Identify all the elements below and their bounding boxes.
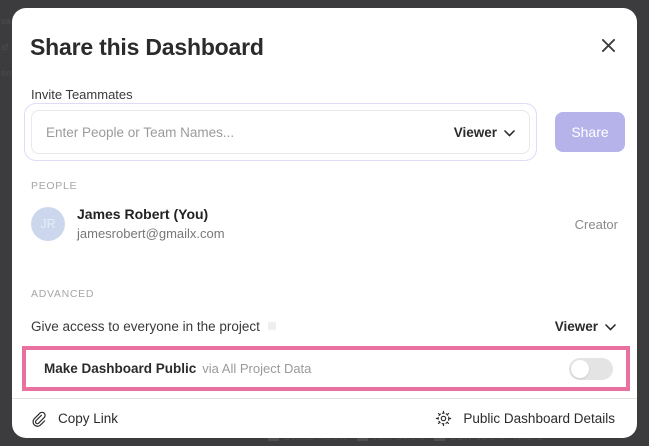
make-dashboard-public-toggle[interactable] <box>569 357 613 380</box>
invite-row: Viewer Share <box>24 103 625 161</box>
invite-role-dropdown[interactable]: Viewer <box>454 125 517 140</box>
footer-divider <box>12 398 637 399</box>
share-button[interactable]: Share <box>555 112 625 152</box>
people-section-label: PEOPLE <box>31 180 78 192</box>
project-access-row: Give access to everyone in the project V… <box>31 313 618 339</box>
backdrop-left-text: sa sf en <box>1 0 12 446</box>
invite-teammates-label: Invite Teammates <box>31 87 133 102</box>
project-access-role-value: Viewer <box>554 318 598 334</box>
public-dashboard-details-label: Public Dashboard Details <box>463 411 615 426</box>
invite-input-focus-ring: Viewer <box>24 103 537 161</box>
project-access-label: Give access to everyone in the project <box>31 318 260 334</box>
copy-link-label: Copy Link <box>58 411 119 426</box>
public-dashboard-details-button[interactable]: Public Dashboard Details <box>435 410 615 427</box>
search-people-input[interactable] <box>46 111 454 153</box>
toggle-knob <box>571 359 589 378</box>
chevron-down-icon <box>605 319 616 334</box>
project-access-role-dropdown[interactable]: Viewer <box>555 319 618 334</box>
invite-input-container[interactable]: Viewer <box>31 110 530 154</box>
gear-icon <box>435 410 452 427</box>
info-icon <box>267 322 276 330</box>
make-dashboard-public-row[interactable]: Make Dashboard Public via All Project Da… <box>22 346 630 391</box>
person-info: James Robert (You) jamesrobert@gmailx.co… <box>77 204 225 244</box>
copy-link-button[interactable]: Copy Link <box>30 410 118 427</box>
page-title: Share this Dashboard <box>30 34 264 60</box>
backdrop-fragment: sf <box>1 42 9 52</box>
person-name: James Robert (You) <box>77 206 209 223</box>
close-icon <box>601 38 615 52</box>
backdrop-fragment: sa <box>1 16 11 26</box>
paperclip-icon <box>30 410 47 427</box>
make-dashboard-public-sublabel: via All Project Data <box>202 361 312 376</box>
invite-role-value: Viewer <box>453 124 497 140</box>
advanced-section-label: ADVANCED <box>31 288 95 300</box>
close-button[interactable] <box>593 30 623 60</box>
dialog-footer: Copy Link Public Dashboard Details <box>12 399 637 438</box>
person-email: jamesrobert@gmailx.com <box>77 226 225 242</box>
chevron-down-icon <box>504 125 515 140</box>
person-role: Creator <box>574 216 618 232</box>
backdrop-fragment: en <box>1 68 12 78</box>
avatar: JR <box>31 207 65 241</box>
list-item: JR James Robert (You) jamesrobert@gmailx… <box>31 201 618 247</box>
make-dashboard-public-label: Make Dashboard Public <box>44 361 197 376</box>
share-dashboard-dialog: Share this Dashboard Invite Teammates Vi… <box>12 8 637 438</box>
